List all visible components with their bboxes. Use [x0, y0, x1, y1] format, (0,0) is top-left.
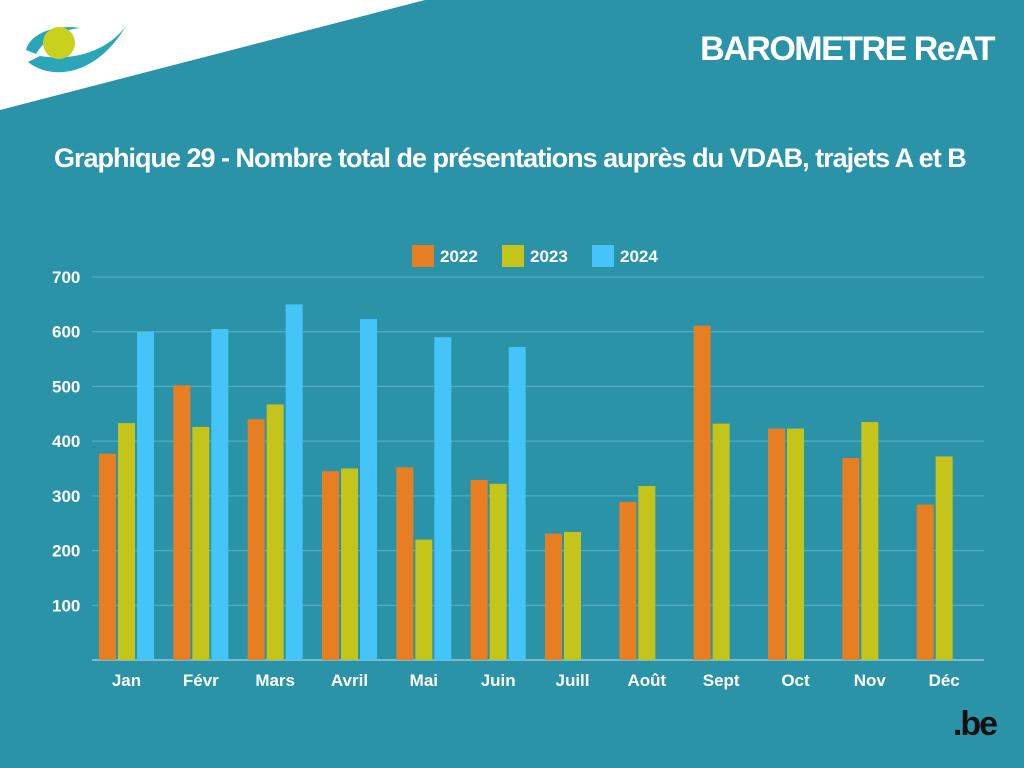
x-tick-label: Avril — [331, 671, 368, 690]
y-tick-label: 300 — [52, 487, 80, 506]
y-tick-label: 500 — [52, 377, 80, 396]
x-tick-label: Août — [627, 671, 666, 690]
be-logo: .be — [952, 705, 998, 743]
x-tick-label: Févr — [183, 671, 219, 690]
bar-2022-Juill — [545, 533, 562, 660]
x-tick-label: Juill — [555, 671, 589, 690]
bar-2024-Juin — [508, 347, 526, 660]
x-tick-label: Sept — [703, 671, 740, 690]
x-tick-label: Mai — [410, 671, 438, 690]
bar-2024-Avril — [360, 319, 377, 660]
bar-2022-Sept — [693, 325, 711, 660]
bar-2023-Mars — [266, 404, 284, 660]
x-tick-label: Oct — [781, 671, 810, 690]
x-axis: Jan Févr Mars Avril Mai Juin Juill Août Sept Oct N… — [112, 671, 960, 690]
bar-2022-Nov — [842, 458, 860, 660]
x-tick-label: Juin — [481, 671, 516, 690]
bar-2024-Mai — [434, 337, 452, 660]
bar-2023-Oct — [787, 428, 804, 660]
legend: 2022 2023 2024 — [412, 245, 658, 267]
bar-2022-Mars — [247, 419, 265, 660]
legend-label-2022: 2022 — [440, 247, 478, 266]
legend-label-2024: 2024 — [620, 247, 658, 266]
bar-2022-Avril — [322, 471, 339, 660]
legend-label-2023: 2023 — [530, 247, 568, 266]
bar-2022-Mai — [396, 467, 414, 660]
bar-2023-Avril — [341, 468, 358, 660]
bars — [99, 304, 953, 660]
bar-2023-Déc — [935, 456, 953, 660]
x-tick-label: Mars — [255, 671, 295, 690]
chart-title: Graphique 29 - Nombre total de présentat… — [54, 143, 967, 173]
y-tick-label: 400 — [52, 432, 80, 451]
bar-2022-Jan — [99, 453, 116, 660]
bar-2022-Oct — [768, 428, 785, 660]
x-tick-label: Déc — [929, 671, 960, 690]
y-axis: 100 200 300 400 500 600 700 — [52, 268, 80, 615]
logo-icon — [26, 26, 126, 73]
bar-2023-Mai — [415, 539, 433, 660]
bar-2023-Juill — [564, 531, 581, 660]
y-tick-label: 100 — [52, 596, 80, 615]
y-tick-label: 600 — [52, 323, 80, 342]
bar-2022-Juin — [470, 479, 488, 660]
bar-2023-Févr — [192, 426, 210, 660]
bar-2024-Mars — [285, 304, 303, 660]
bar-2024-Jan — [137, 331, 154, 660]
bar-2023-Nov — [861, 421, 879, 660]
bar-2022-Déc — [916, 504, 934, 660]
x-tick-label: Nov — [854, 671, 887, 690]
bar-2023-Sept — [712, 423, 730, 660]
legend-swatch-2023 — [502, 245, 524, 267]
y-tick-label: 200 — [52, 542, 80, 561]
grid-lines — [92, 276, 984, 661]
legend-swatch-2022 — [412, 245, 434, 267]
bar-2022-Août — [619, 501, 637, 660]
bar-2023-Août — [638, 486, 656, 660]
bar-2023-Jan — [118, 423, 135, 660]
bar-2023-Juin — [489, 483, 507, 660]
y-tick-label: 700 — [52, 268, 80, 287]
bar-2024-Févr — [211, 328, 229, 660]
header-white-corner — [0, 0, 425, 110]
bar-2022-Févr — [173, 385, 191, 660]
x-tick-label: Jan — [112, 671, 141, 690]
legend-swatch-2024 — [592, 245, 614, 267]
header-title: BAROMETRE ReAT — [700, 30, 995, 68]
